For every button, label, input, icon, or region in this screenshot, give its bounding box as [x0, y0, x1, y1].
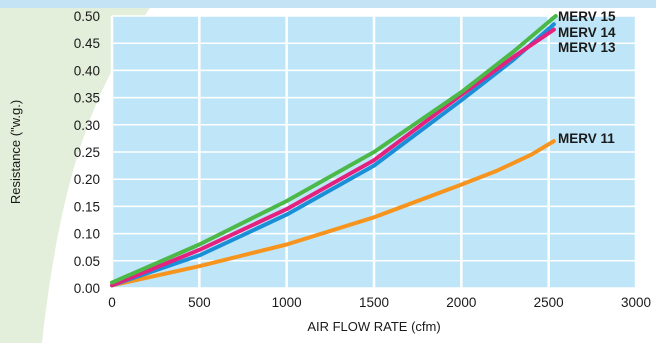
y-tick-label: 0.10 [74, 227, 100, 242]
x-tick-label: 0 [108, 295, 116, 310]
y-tick-label: 0.25 [74, 145, 100, 160]
series-label-merv-14: MERV 14 [558, 25, 616, 40]
series-line-merv-13 [110, 22, 556, 288]
y-axis-ticks: 0.00 0.05 0.10 0.15 0.20 0.25 0.30 0.35 0.40 0.45… [74, 9, 100, 296]
y-tick-label: 0.15 [74, 199, 100, 214]
series-label-merv-13: MERV 13 [558, 40, 616, 55]
series-line-merv-11 [110, 139, 556, 288]
series-lines [110, 14, 558, 288]
x-axis-ticks: 0 500 1000 1500 2000 2500 3000 [108, 295, 651, 310]
x-axis-title: AIR FLOW RATE (cfm) [307, 319, 440, 334]
x-tick-label: 2000 [446, 295, 476, 310]
y-tick-label: 0.50 [74, 9, 100, 24]
y-axis-title: Resistance ("w.g.) [8, 100, 23, 204]
grid-lines [110, 15, 638, 289]
y-tick-label: 0.20 [74, 172, 100, 187]
top-band [0, 0, 656, 8]
x-tick-label: 1000 [272, 295, 302, 310]
y-tick-label: 0.30 [74, 118, 100, 133]
y-tick-label: 0.00 [74, 281, 100, 296]
x-tick-label: 2500 [534, 295, 564, 310]
x-tick-label: 3000 [621, 295, 651, 310]
side-panel [0, 8, 150, 343]
series-line-merv-15 [110, 14, 558, 285]
y-tick-label: 0.45 [74, 36, 100, 51]
series-line-merv-14 [110, 27, 556, 288]
y-tick-label: 0.05 [74, 254, 100, 269]
series-label-merv-15: MERV 15 [558, 9, 616, 24]
x-tick-label: 500 [188, 295, 211, 310]
x-tick-label: 1500 [359, 295, 389, 310]
y-tick-label: 0.35 [74, 91, 100, 106]
series-label-merv-11: MERV 11 [558, 131, 615, 146]
y-tick-label: 0.40 [74, 63, 100, 78]
